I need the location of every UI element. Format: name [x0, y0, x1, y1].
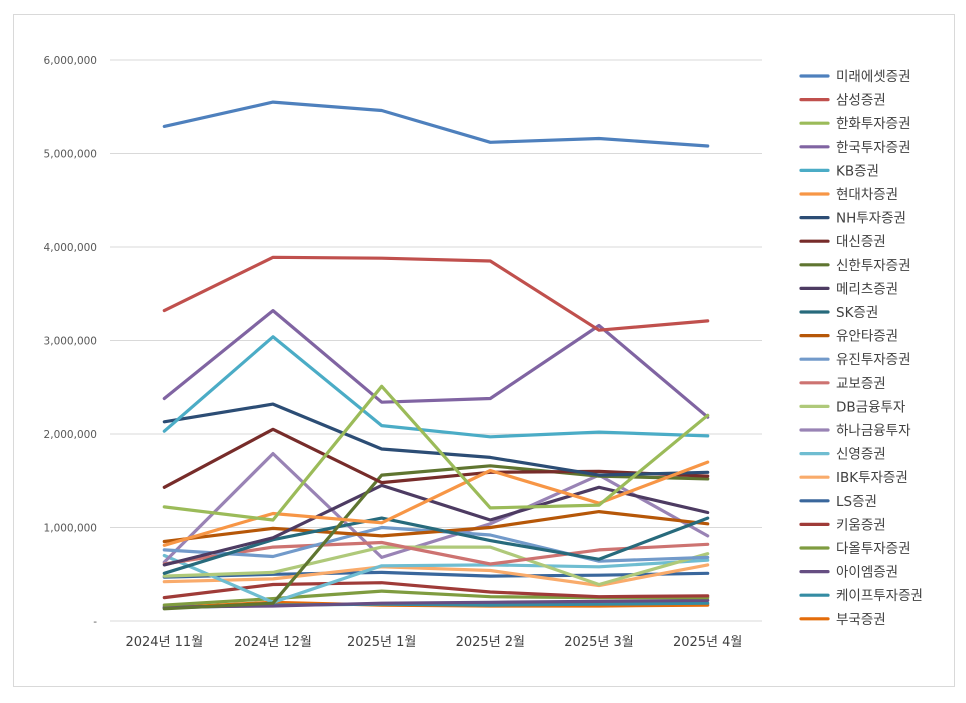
- x-axis: 2024년 11월 2024년 12월 2025년 1월 2025년 2월 2025년 …: [125, 635, 742, 650]
- series-line: [162, 540, 710, 566]
- series-line: [162, 545, 710, 587]
- legend-label: KB증권: [836, 163, 879, 179]
- series-line: [162, 516, 710, 575]
- legend-label: 유안타증권: [836, 329, 898, 345]
- series-line: [162, 255, 710, 332]
- legend-label: NH투자증권: [836, 211, 906, 227]
- series-line: [162, 464, 710, 611]
- x-tick-label: 2025년 4월: [673, 635, 742, 650]
- legend-label: 미래에셋증권: [836, 69, 911, 85]
- series-line: [162, 402, 710, 477]
- y-tick-label: 6,000,000: [44, 55, 97, 67]
- legend-label: LS증권: [836, 494, 877, 510]
- legend-label: 신한투자증권: [836, 258, 911, 274]
- series-line: [162, 570, 710, 579]
- series-line: [162, 384, 710, 522]
- series-line: [162, 100, 710, 148]
- legend-label: 키움증권: [836, 517, 886, 533]
- legend-label: 한국투자증권: [836, 140, 911, 156]
- y-tick-label: -: [93, 616, 97, 628]
- series-line: [162, 510, 710, 544]
- legend-label: 유진투자증권: [836, 352, 911, 368]
- y-tick-label: 1,000,000: [44, 523, 97, 535]
- legend-label: IBK투자증권: [836, 470, 908, 486]
- series-lines: [162, 100, 710, 611]
- y-tick-label: 2,000,000: [44, 429, 97, 441]
- y-tick-label: 4,000,000: [44, 242, 97, 254]
- y-tick-label: 5,000,000: [44, 149, 97, 161]
- series-line: [162, 309, 710, 419]
- legend-label: 한화투자증권: [836, 116, 911, 132]
- x-tick-label: 2025년 1월: [347, 635, 416, 650]
- legend-label: 하나금융투자: [836, 423, 911, 439]
- legend-label: 케이프투자증권: [836, 588, 923, 604]
- legend-label: 삼성증권: [836, 93, 886, 109]
- x-tick-label: 2025년 2월: [456, 635, 525, 650]
- legend-label: 부국증권: [836, 612, 886, 628]
- series-line: [162, 452, 710, 564]
- x-tick-label: 2025년 3월: [564, 635, 633, 650]
- legend-label: 대신증권: [836, 234, 886, 250]
- series-line: [162, 335, 710, 439]
- legend-label: DB금융투자: [836, 399, 906, 415]
- series-line: [162, 427, 710, 489]
- series-line: [162, 581, 710, 600]
- series-line: [162, 598, 710, 609]
- gridlines: [110, 59, 762, 622]
- series-line: [162, 563, 710, 588]
- x-tick-label: 2024년 11월: [125, 635, 203, 650]
- legend-label: 아이엠증권: [836, 565, 898, 581]
- series-line: [162, 553, 710, 604]
- legend-label: 현대차증권: [836, 187, 898, 203]
- legend-label: SK증권: [836, 305, 878, 321]
- legend-label: 메리츠증권: [836, 281, 898, 297]
- legend-label: 교보증권: [836, 376, 886, 392]
- y-tick-label: 3,000,000: [44, 336, 97, 348]
- y-axis: - 1,000,000 2,000,000 3,000,000 4,000,000 5,0…: [44, 55, 98, 628]
- x-tick-label: 2024년 12월: [234, 635, 312, 650]
- legend-label: 다올투자증권: [836, 541, 911, 557]
- legend-label: 신영증권: [836, 447, 886, 463]
